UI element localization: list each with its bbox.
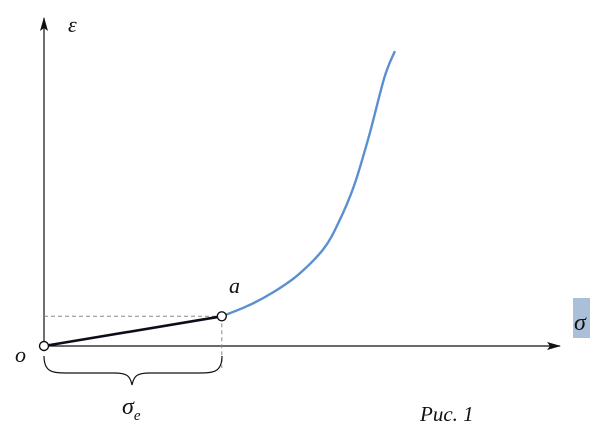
origin-label: o [15,342,26,367]
elastic-limit-label-main: σ [122,394,135,420]
origin-point-marker [38,340,50,352]
marker-layer [38,311,228,352]
x-axis-label: σ [574,310,587,336]
plastic-curve-line [220,50,396,318]
elastic-limit-label-subscript: e [134,408,141,424]
elastic-range-brace [43,355,223,386]
elastic-limit-label: σe [122,394,141,424]
point-a-marker [216,311,228,322]
figure-caption: Рис. 1 [419,402,474,426]
y-axis-label: ε [68,12,77,37]
point-a-label: a [229,273,240,298]
elastic-segment-line [42,315,224,348]
x-axis-label-highlight [573,298,590,338]
series-layer [42,50,396,348]
